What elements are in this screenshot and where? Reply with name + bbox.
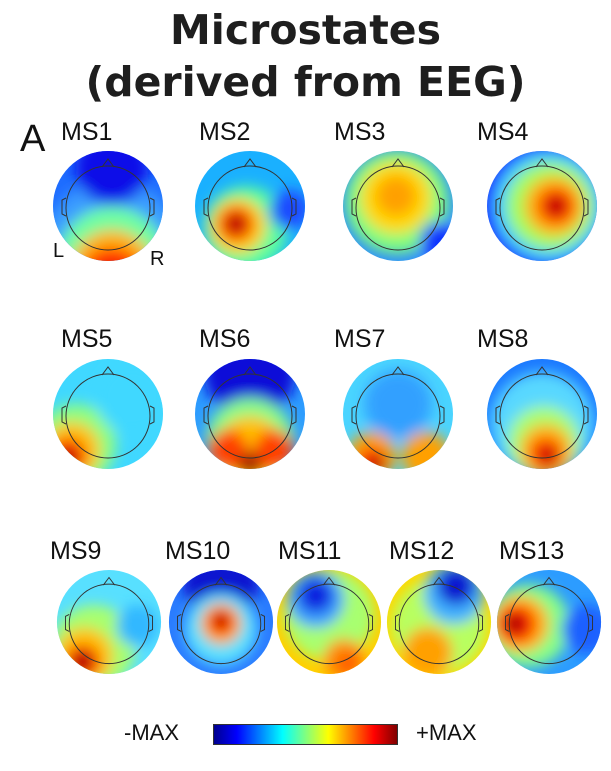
- head-outline: [495, 366, 589, 459]
- activation-blob: [376, 176, 416, 216]
- title-line-2: (derived from EEG): [85, 58, 526, 106]
- activation-blob: [540, 448, 556, 464]
- activation-blob: [214, 613, 228, 627]
- activation-blob: [57, 207, 163, 261]
- title-line-1: Microstates: [169, 6, 442, 54]
- map-label-ms5: MS5: [61, 325, 113, 353]
- topomap-ms5: [53, 359, 163, 469]
- map-label-ms1: MS1: [61, 118, 113, 146]
- topomap-ms2: [195, 151, 305, 261]
- activation-blob: [364, 370, 432, 438]
- activation-blob: [403, 627, 453, 675]
- colorbar: [213, 724, 398, 745]
- head-outline: [203, 366, 297, 459]
- topomap-ms8: [487, 359, 597, 469]
- topomap-ms11: [276, 569, 382, 675]
- activation-blob: [59, 449, 77, 467]
- colorbar-max-label: +MAX: [416, 720, 477, 745]
- map-label-ms7: MS7: [334, 325, 386, 353]
- topomap-ms1: [53, 151, 163, 261]
- head-outline: [61, 158, 155, 251]
- map-label-ms6: MS6: [199, 325, 251, 353]
- map-label-ms8: MS8: [477, 325, 529, 353]
- head-outline: [203, 158, 297, 251]
- topomap-ms4: [487, 151, 597, 261]
- map-label-ms2: MS2: [199, 118, 251, 146]
- topomap-ms13: [496, 569, 602, 675]
- head-outline: [495, 158, 589, 251]
- map-label-ms12: MS12: [389, 537, 455, 565]
- map-label-ms3: MS3: [334, 118, 386, 146]
- colorbar-min-label: -MAX: [124, 720, 179, 745]
- map-label-ms9: MS9: [50, 537, 102, 565]
- head-outline: [351, 158, 445, 251]
- map-label-ms10: MS10: [165, 537, 231, 565]
- activation-blob: [116, 604, 159, 647]
- head-outline: [351, 366, 445, 459]
- right-hemisphere-label: R: [150, 248, 165, 270]
- topomap-ms10: [168, 569, 274, 675]
- head-outline: [284, 576, 374, 665]
- panel-label: A: [20, 118, 46, 160]
- activation-blob: [70, 230, 154, 261]
- head-outline: [504, 576, 594, 665]
- activation-blob: [227, 215, 245, 233]
- activation-blob: [204, 359, 296, 418]
- activation-blob: [547, 197, 565, 215]
- topomap-ms9: [56, 569, 162, 675]
- topomap-ms6: [195, 359, 305, 469]
- topomap-ms12: [386, 569, 492, 675]
- activation-blob: [73, 652, 92, 672]
- map-label-ms11: MS11: [278, 537, 342, 565]
- map-label-ms13: MS13: [499, 537, 565, 565]
- head-outline: [176, 576, 266, 665]
- map-label-ms4: MS4: [477, 118, 529, 146]
- left-hemisphere-label: L: [53, 240, 65, 262]
- head-outline: [64, 576, 154, 665]
- activation-blob: [505, 614, 525, 634]
- figure-title: Microstates (derived from EEG): [0, 4, 611, 108]
- head-outline: [394, 576, 484, 665]
- activation-blob: [270, 190, 305, 230]
- head-outline: [61, 366, 155, 459]
- topomap-ms7: [343, 359, 453, 469]
- activation-blob: [76, 151, 148, 204]
- activation-blob: [298, 578, 333, 613]
- topomap-ms3: [343, 151, 453, 261]
- activation-blob: [336, 652, 360, 675]
